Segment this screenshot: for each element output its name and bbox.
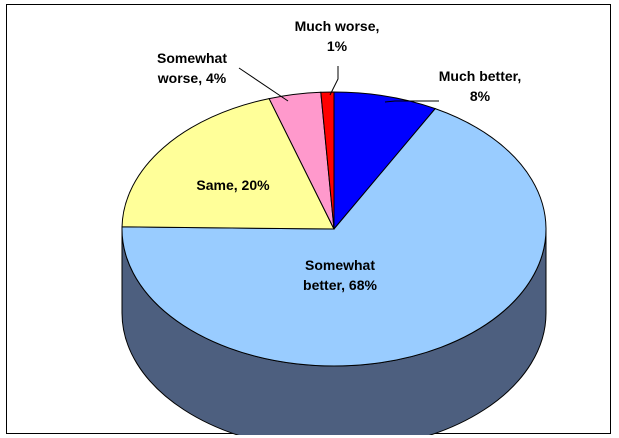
slice-label-line: Same, 20% — [196, 177, 270, 193]
slice-label-line: 1% — [327, 38, 348, 54]
slice-label-much-worse: Much worse, 1% — [295, 18, 380, 54]
pie-chart: Much better, 8% Somewhat better, 68% Same, 2… — [121, 18, 547, 435]
slice-label-line: better, 68% — [303, 277, 377, 293]
chart-frame: Much better, 8% Somewhat better, 68% Same, 2… — [6, 4, 611, 435]
slice-label-somewhat-better: Somewhat better, 68% — [303, 257, 377, 293]
pie-slice-much-worse — [320, 91, 335, 230]
slice-label-line: Somewhat — [157, 50, 227, 66]
leader-line-much-better — [384, 100, 439, 103]
leader-line-somewhat-worse — [238, 67, 289, 102]
slice-label-line: Much better, — [439, 68, 521, 84]
slice-label-much-better: Much better, 8% — [439, 68, 521, 104]
slice-label-line: Much worse, — [295, 18, 380, 34]
slice-label-line: worse, 4% — [157, 70, 227, 86]
slice-label-line: Somewhat — [305, 257, 375, 273]
pie-slices — [121, 91, 547, 367]
slice-label-same: Same, 20% — [196, 177, 270, 193]
slice-label-line: 8% — [470, 88, 491, 104]
slice-label-somewhat-worse: Somewhat worse, 4% — [157, 50, 228, 86]
pie-slice-somewhat-better — [121, 108, 547, 367]
slice-labels: Much better, 8% Somewhat better, 68% Same, 2… — [157, 18, 521, 293]
pie-slice-much-better — [333, 91, 437, 231]
leader-line-much-worse — [329, 66, 339, 96]
pie-slice-same — [121, 98, 335, 230]
leader-lines — [238, 66, 439, 103]
